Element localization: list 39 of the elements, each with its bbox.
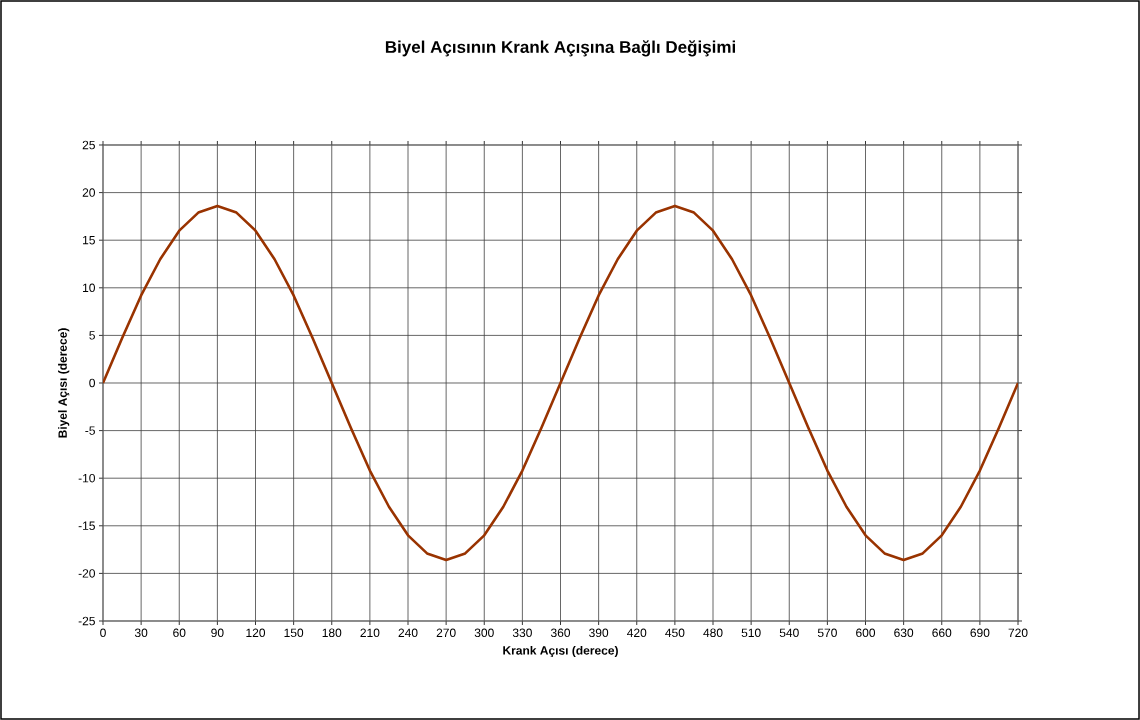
x-tick-label: 690 — [970, 628, 990, 638]
x-tick-label: 90 — [211, 628, 224, 638]
x-tick-label: 630 — [894, 628, 914, 638]
x-tick-label: 450 — [665, 628, 685, 638]
x-tick-label: 510 — [741, 628, 761, 638]
y-tick-label: 20 — [82, 188, 95, 197]
y-tick-label: 0 — [89, 378, 95, 388]
y-tick-label: -10 — [78, 473, 95, 483]
y-tick-label: 25 — [82, 140, 95, 150]
y-tick-label: -20 — [78, 569, 95, 578]
x-tick-label: 540 — [779, 628, 799, 638]
x-tick-label: 150 — [284, 628, 304, 638]
x-tick-label: 60 — [173, 628, 186, 638]
x-tick-label: 120 — [246, 628, 266, 638]
x-tick-label: 480 — [703, 628, 723, 638]
x-tick-label: 330 — [512, 628, 532, 638]
x-axis-title: Krank Açısı (derece) — [503, 645, 618, 658]
x-tick-label: 720 — [1008, 628, 1028, 638]
y-tick-label: 15 — [83, 236, 95, 245]
x-tick-label: 390 — [589, 628, 609, 638]
y-tick-label: -15 — [78, 521, 95, 530]
y-tick-label: 10 — [83, 283, 95, 293]
y-axis-title: Biyel Açısı (derece) — [58, 328, 70, 438]
x-tick-label: 360 — [550, 628, 571, 638]
y-tick-label: -25 — [78, 616, 95, 626]
x-tick-label: 600 — [856, 628, 876, 638]
x-tick-label: 210 — [360, 628, 380, 638]
y-tick-label: -5 — [85, 426, 95, 435]
x-tick-label: 0 — [100, 628, 106, 638]
x-tick-label: 30 — [134, 628, 148, 638]
x-tick-label: 300 — [474, 628, 494, 638]
x-tick-label: 180 — [322, 628, 342, 638]
chart-title: Biyel Açısının Krank Açışına Bağlı Değişimi — [385, 40, 736, 57]
x-tick-label: 660 — [932, 628, 952, 638]
x-tick-label: 420 — [627, 628, 647, 638]
y-tick-label: 5 — [89, 331, 95, 340]
x-tick-label: 270 — [436, 628, 456, 638]
x-tick-label: 240 — [398, 628, 418, 638]
x-tick-label: 570 — [817, 628, 837, 638]
